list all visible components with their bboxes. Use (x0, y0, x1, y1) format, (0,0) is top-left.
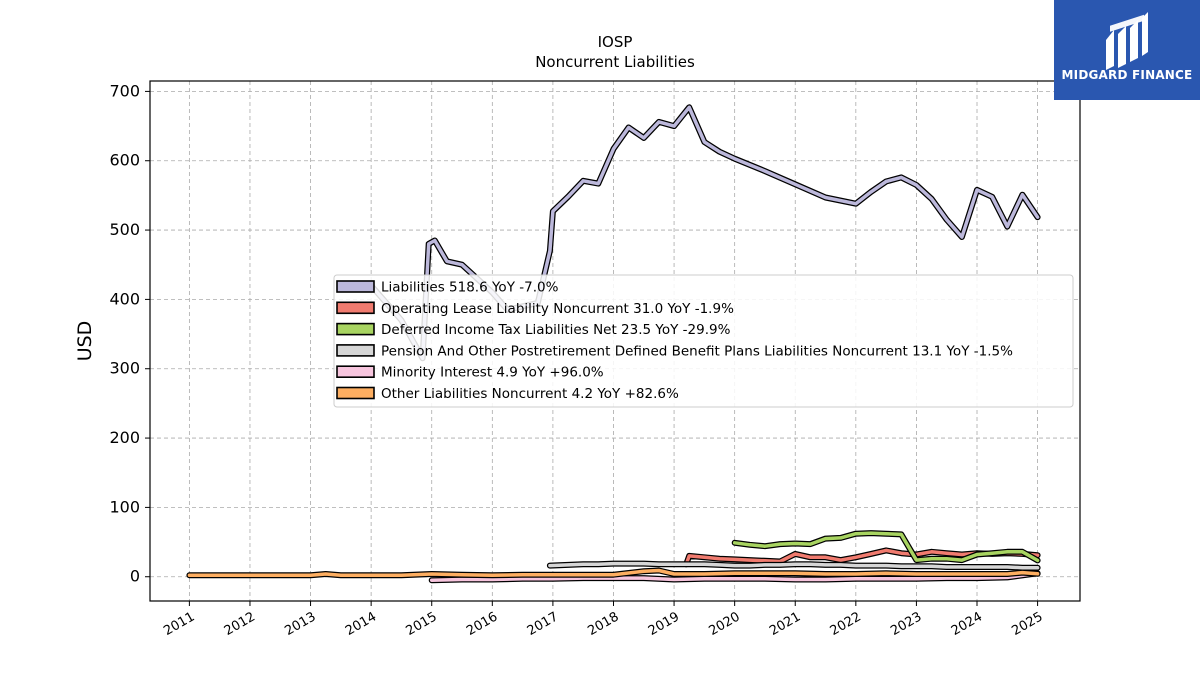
x-tick-label: 2025 (1009, 609, 1045, 639)
x-tick-label: 2021 (767, 609, 803, 639)
legend-swatch (336, 301, 375, 315)
x-tick-label: 2023 (888, 609, 924, 639)
x-tick-label: 2017 (525, 609, 561, 639)
legend-label: Deferred Income Tax Liabilities Net 23.5… (381, 322, 731, 338)
x-tick-label: 2022 (828, 609, 864, 639)
legend-label: Operating Lease Liability Noncurrent 31.… (381, 301, 734, 317)
legend-swatch (336, 386, 375, 400)
brand-logo: MIDGARD FINANCE (1054, 0, 1200, 100)
logo-text: MIDGARD FINANCE (1061, 68, 1193, 82)
x-tick-label: 2020 (706, 609, 742, 639)
y-tick-label: 400 (109, 289, 140, 308)
logo-mark-icon (1106, 12, 1148, 70)
legend-item: Deferred Income Tax Liabilities Net 23.5… (336, 322, 731, 338)
legend-box (333, 274, 1074, 408)
y-axis-label: USD (74, 321, 96, 362)
y-tick-label: 200 (109, 428, 140, 447)
series-4 (428, 570, 1041, 584)
x-tick-label: 2013 (282, 609, 318, 639)
series-2 (731, 530, 1041, 564)
x-tick-label: 2024 (949, 609, 985, 639)
x-tick-label: 2014 (343, 609, 379, 639)
legend-swatch (336, 280, 375, 293)
series-5 (186, 567, 1041, 579)
legend-item: Other Liabilities Noncurrent 4.2 YoY +82… (336, 386, 679, 402)
legend-label: Liabilities 518.6 YoY -7.0% (381, 280, 559, 296)
legend-swatch (336, 322, 375, 336)
y-tick-label: 600 (109, 151, 140, 170)
x-tick-label: 2012 (222, 609, 258, 639)
legend-item: Liabilities 518.6 YoY -7.0% (336, 280, 559, 296)
legend-item: Operating Lease Liability Noncurrent 31.… (336, 301, 734, 317)
chart-subtitle: Noncurrent Liabilities (535, 53, 695, 71)
legend-label: Pension And Other Postretirement Defined… (381, 343, 1013, 359)
x-axis: 2011 2012 2013 2014 2015 2016 2017 2018 2019 2020… (161, 601, 1046, 639)
y-tick-label: 700 (109, 81, 140, 100)
legend-label: Minority Interest 4.9 YoY +96.0% (381, 365, 604, 381)
x-tick-label: 2019 (646, 609, 682, 639)
legend: Liabilities 518.6 YoY -7.0% Operating Lea… (333, 274, 1074, 408)
series-line (429, 571, 1040, 582)
legend-item: Pension And Other Postretirement Defined… (336, 343, 1013, 359)
y-tick-label: 300 (109, 359, 140, 378)
series-line (548, 561, 1040, 570)
x-tick-label: 2016 (464, 609, 500, 639)
x-tick-label: 2011 (161, 609, 197, 639)
legend-label: Other Liabilities Noncurrent 4.2 YoY +82… (381, 386, 679, 402)
x-tick-label: 2018 (585, 609, 621, 639)
plot-frame (149, 80, 1081, 602)
y-tick-label: 500 (109, 220, 140, 239)
y-axis: 0 100 200 300 400 500 600 700 (109, 81, 150, 586)
y-tick-label: 0 (130, 567, 140, 586)
series-3 (546, 560, 1041, 571)
legend-swatch (336, 344, 375, 357)
series-line (732, 531, 1040, 563)
y-tick-label: 100 (109, 497, 140, 516)
x-tick-label: 2015 (404, 609, 440, 639)
legend-item: Minority Interest 4.9 YoY +96.0% (336, 365, 604, 381)
legend-swatch (336, 365, 375, 379)
chart-title: IOSP (598, 33, 633, 51)
series-line (187, 568, 1040, 578)
